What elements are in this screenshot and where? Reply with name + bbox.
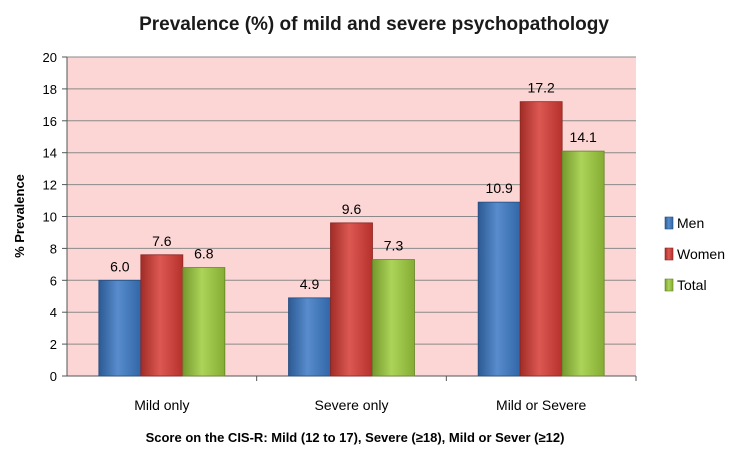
legend-label-women: Women <box>677 246 725 262</box>
bar-women-0 <box>140 254 184 377</box>
y-tick-label: 14 <box>43 146 57 161</box>
y-tick-label: 16 <box>43 114 57 129</box>
data-label: 10.9 <box>486 180 513 196</box>
legend: Men Women Total <box>664 215 725 293</box>
legend-swatch-total <box>664 278 674 292</box>
legend-swatch-men <box>664 216 674 230</box>
bar-women-2 <box>519 101 563 377</box>
bar-men-2 <box>477 201 521 377</box>
legend-label-men: Men <box>677 215 704 231</box>
x-category-label: Mild only <box>134 397 189 413</box>
y-tick-label: 10 <box>43 210 57 225</box>
bar-men-1 <box>288 297 331 377</box>
data-label: 7.6 <box>152 233 172 249</box>
data-label: 4.9 <box>300 276 320 292</box>
y-tick-label: 12 <box>43 178 57 193</box>
y-tick-label: 8 <box>50 241 57 256</box>
data-label: 6.8 <box>194 246 214 262</box>
legend-swatch-women <box>664 247 674 261</box>
data-label: 14.1 <box>570 129 597 145</box>
data-label: 7.3 <box>384 238 404 254</box>
y-axis-title: % Prevalence <box>12 174 27 258</box>
y-tick-label: 18 <box>43 82 57 97</box>
data-label: 17.2 <box>528 80 555 96</box>
legend-label-total: Total <box>677 277 707 293</box>
bar-total-1 <box>372 259 415 377</box>
bar-total-2 <box>561 150 605 377</box>
x-category-label: Mild or Severe <box>496 397 586 413</box>
data-label: 9.6 <box>342 201 362 217</box>
chart-title: Prevalence (%) of mild and severe psycho… <box>139 14 609 35</box>
y-tick-label: 0 <box>50 369 57 384</box>
data-label: 6.0 <box>110 258 130 274</box>
bar-total-0 <box>182 267 226 377</box>
bar-men-0 <box>98 279 142 377</box>
x-axis-title: Score on the CIS-R: Mild (12 to 17), Sev… <box>146 430 565 445</box>
y-tick-label: 2 <box>50 337 57 352</box>
bar-women-1 <box>330 222 373 377</box>
y-tick-label: 20 <box>43 50 57 65</box>
x-category-label: Severe only <box>315 397 389 413</box>
y-tick-label: 4 <box>50 305 57 320</box>
y-tick-label: 6 <box>50 273 57 288</box>
